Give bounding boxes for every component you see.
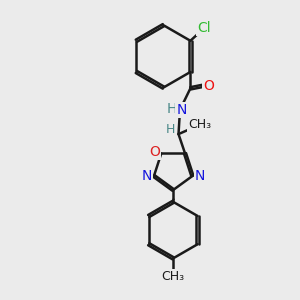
Text: N: N [141,169,152,183]
Text: O: O [203,79,214,93]
Text: CH₃: CH₃ [188,118,212,131]
Text: N: N [195,169,205,183]
Text: H: H [167,101,177,116]
Text: O: O [149,145,160,159]
Text: Cl: Cl [198,21,211,35]
Text: N: N [176,103,187,117]
Text: H: H [166,123,175,136]
Text: CH₃: CH₃ [162,270,185,283]
